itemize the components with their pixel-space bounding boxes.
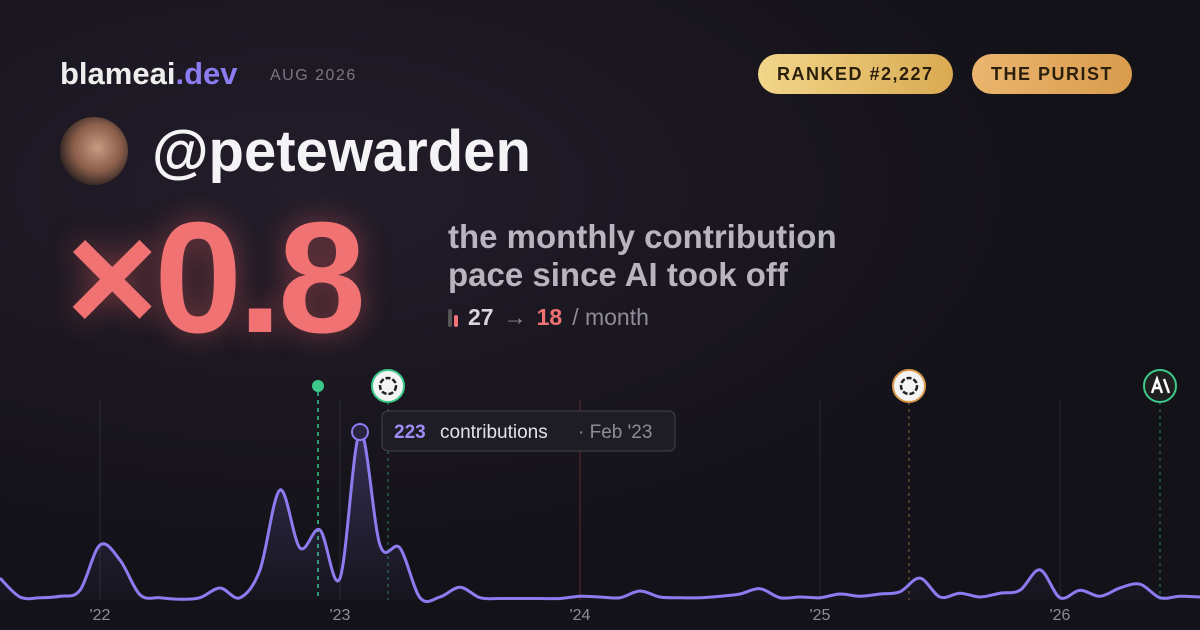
handle: @petewarden — [152, 119, 531, 184]
rank-badge: RANKED #2,227 — [758, 54, 953, 94]
description: the monthly contribution pace since AI t… — [448, 218, 837, 294]
area — [0, 431, 1200, 602]
date: AUG 2026 — [270, 67, 357, 84]
tooltip-label: contributions — [440, 422, 548, 443]
event-dot — [312, 380, 324, 392]
x-tick-label: '22 — [90, 607, 111, 624]
event-icon — [371, 369, 405, 403]
brand-suffix: .dev — [175, 56, 238, 91]
pace: 27 → 18 / month — [448, 304, 649, 331]
tooltip-value: 223 — [394, 422, 426, 443]
pace-unit: / month — [572, 304, 649, 330]
pace-icon — [448, 308, 458, 327]
brand: blameai.dev — [60, 56, 237, 92]
x-tick-label: '24 — [570, 607, 591, 624]
description-line: pace since AI took off — [448, 256, 788, 293]
x-tick-label: '23 — [330, 607, 351, 624]
peak-marker — [351, 423, 369, 441]
avatar — [60, 117, 128, 185]
pace-after: 18 — [536, 304, 563, 330]
x-tick-label: '25 — [810, 607, 831, 624]
description-line: the monthly contribution — [448, 218, 837, 255]
line — [0, 430, 1200, 604]
tooltip: 223 contributions · Feb '23 — [381, 410, 676, 452]
event-icon — [1143, 369, 1177, 403]
event-icon — [892, 369, 926, 403]
x-tick-label: '26 — [1050, 607, 1071, 624]
pace-arrow: → — [503, 304, 527, 330]
tooltip-date: · Feb '23 — [578, 422, 652, 443]
title-badge: THE PURIST — [972, 54, 1133, 94]
pace-before: 27 — [468, 304, 494, 330]
brand-name: blameai — [60, 56, 176, 91]
multiplier: ×0.8 — [66, 190, 366, 366]
